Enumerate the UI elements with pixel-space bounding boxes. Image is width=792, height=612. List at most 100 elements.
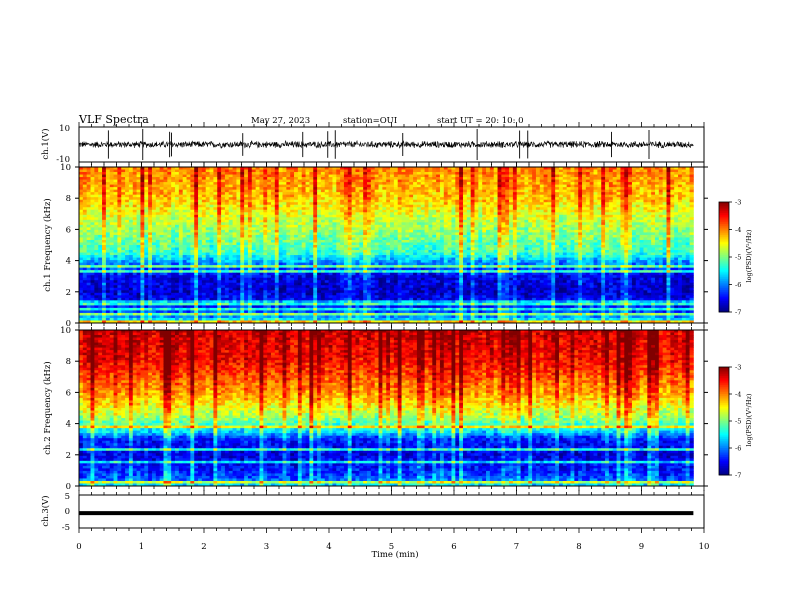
spectrogram-cell	[678, 237, 683, 241]
spectrogram-cell	[470, 229, 475, 233]
spectrogram-cell	[386, 187, 391, 191]
spectrogram-cell	[201, 169, 207, 173]
spectrogram-cell	[678, 192, 683, 196]
spectrogram-cell	[528, 189, 533, 193]
spectrogram-cell	[382, 237, 387, 241]
spectrogram-cell	[524, 182, 529, 186]
spectrogram-cell	[270, 227, 276, 231]
spectrogram-cell	[320, 167, 326, 170]
spectrogram-cell	[175, 204, 180, 208]
spectrogram-cell	[501, 187, 506, 191]
spectrogram-cell	[301, 217, 306, 221]
spectrogram-cell	[347, 184, 353, 188]
spectrogram-cell	[355, 232, 360, 236]
spectrogram-cell	[317, 194, 322, 198]
spectrogram-cell	[466, 242, 472, 246]
spectrogram-cell	[566, 197, 571, 201]
spectrogram-cell	[217, 187, 222, 191]
spectrogram-cell	[558, 199, 564, 203]
spectrogram-cell	[578, 224, 583, 228]
spectrogram-cell	[681, 179, 687, 183]
spectrogram-cell	[102, 222, 107, 226]
spectrogram-cell	[601, 242, 606, 246]
spectrogram-cell	[167, 197, 172, 201]
spectrogram-cell	[416, 219, 422, 223]
spectrogram-cell	[159, 184, 164, 188]
spectrogram-cell	[286, 234, 291, 238]
spectrogram-cell	[662, 169, 667, 173]
spectrogram-cell	[393, 217, 399, 221]
spectrogram-cell	[121, 199, 126, 203]
spectrogram-cell	[574, 184, 579, 188]
spectrogram-cell	[585, 242, 591, 246]
spectrogram-cell	[674, 189, 679, 193]
spectrogram-cell	[148, 234, 153, 238]
spectrogram-cell	[324, 184, 329, 188]
spectrogram-cell	[505, 234, 510, 238]
spectrogram-cell	[278, 199, 283, 203]
spectrogram-cell	[324, 237, 329, 241]
spectrogram-cell	[125, 222, 130, 226]
spectrogram-cell	[416, 174, 422, 178]
spectrogram-cell	[217, 194, 222, 198]
spectrogram-cell	[370, 187, 376, 191]
spectrogram-cell	[666, 199, 671, 203]
spectrogram-cell	[455, 239, 460, 243]
spectrogram-cell	[175, 219, 180, 223]
spectrogram-cell	[651, 167, 656, 170]
spectrogram-cell	[274, 232, 280, 236]
spectrogram-cell	[489, 212, 495, 216]
spectrogram-cell	[175, 234, 180, 238]
spectrogram-cell	[182, 189, 187, 193]
spectrogram-cell	[82, 219, 88, 223]
spectrogram-cell	[328, 187, 333, 191]
spectrogram-cell	[520, 212, 525, 216]
spectrogram-cell	[532, 229, 537, 233]
spectrogram-cell	[247, 237, 253, 241]
spectrogram-cell	[601, 212, 606, 216]
spectrogram-cell	[420, 232, 425, 236]
spectrogram-cell	[612, 207, 617, 211]
spectrogram-cell	[520, 167, 525, 170]
spectrogram-cell	[182, 212, 187, 216]
spectrogram-cell	[543, 182, 548, 186]
spectrogram-cell	[582, 209, 587, 213]
spectrogram-cell	[336, 199, 341, 203]
spectrogram-cell	[505, 219, 510, 223]
spectrogram-cell	[355, 242, 360, 246]
spectrogram-cell	[244, 167, 249, 170]
spectrogram-cell	[386, 212, 391, 216]
spectrogram-cell	[351, 222, 356, 226]
spectrogram-cell	[244, 222, 249, 226]
spectrogram-cell	[593, 222, 598, 226]
spectrogram-cell	[313, 174, 318, 178]
spectrogram-cell	[532, 227, 537, 231]
spectrogram-cell	[662, 232, 667, 236]
spectrogram-cell	[355, 182, 360, 186]
spectrogram-cell	[578, 239, 583, 243]
spectrogram-cell	[509, 224, 514, 228]
spectrogram-cell	[313, 179, 318, 183]
spectrogram-cell	[382, 182, 387, 186]
spectrogram-cell	[297, 212, 303, 216]
spectrogram-cell	[294, 224, 299, 228]
spectrogram-cell	[413, 192, 418, 196]
spectrogram-cell	[301, 207, 306, 211]
spectrogram-cell	[605, 177, 610, 180]
spectrogram-cell	[470, 172, 475, 175]
spectrogram-cell	[378, 234, 383, 238]
spectrogram-cell	[420, 224, 425, 228]
spectrogram-cell	[489, 224, 495, 228]
spectrogram-cell	[144, 222, 149, 226]
spectrogram-cell	[493, 169, 498, 173]
spectrogram-cell	[301, 182, 306, 186]
spectrogram-cell	[175, 169, 180, 173]
spectrogram-cell	[90, 227, 95, 231]
spectrogram-cell	[105, 207, 111, 211]
spectrogram-cell	[643, 172, 648, 175]
spectrogram-cell	[294, 174, 299, 178]
spectrogram-cell	[654, 237, 660, 241]
spectrogram-cell	[98, 179, 103, 183]
spectrogram-cell	[236, 204, 241, 208]
spectrogram-cell	[474, 207, 479, 211]
